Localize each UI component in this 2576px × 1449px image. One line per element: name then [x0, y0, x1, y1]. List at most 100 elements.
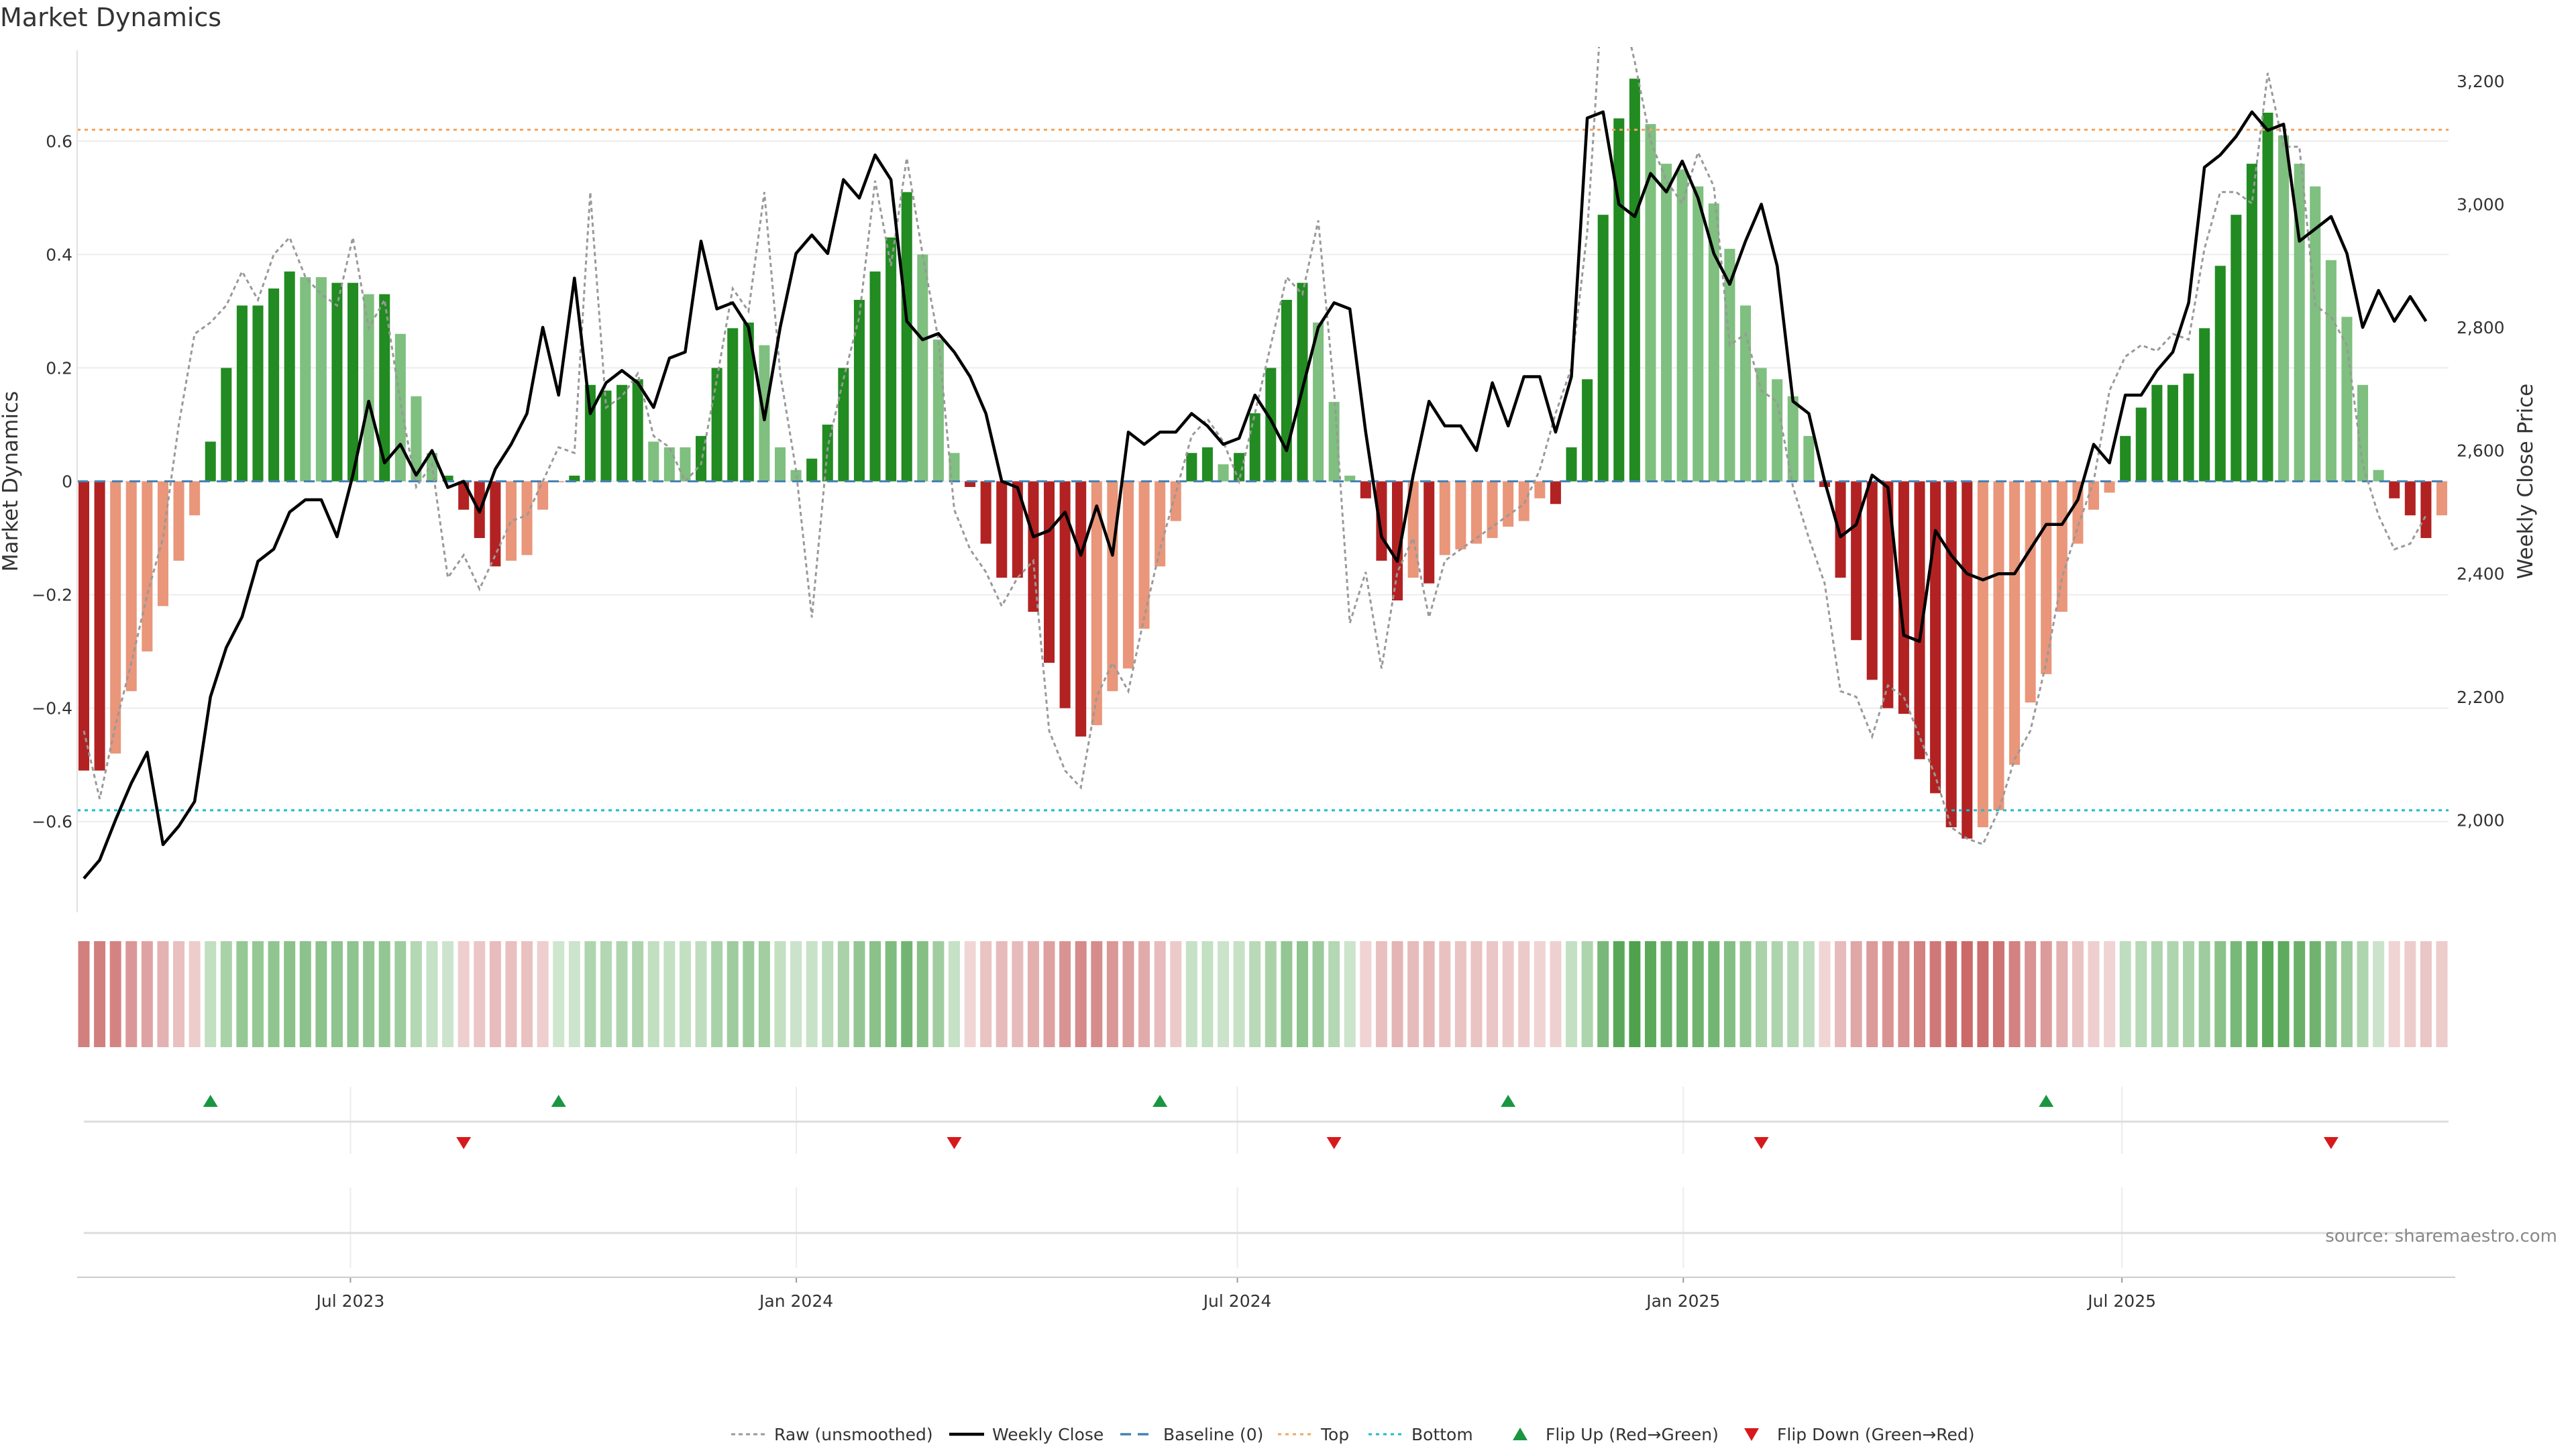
- flip-down-marker: [947, 1137, 962, 1149]
- heat-cell: [1644, 941, 1656, 1047]
- heat-cell: [1866, 941, 1878, 1047]
- heat-cell: [2388, 941, 2400, 1047]
- legend-label: Weekly Close: [992, 1425, 1104, 1444]
- heat-cell: [2040, 941, 2052, 1047]
- dynamics-bar: [110, 481, 121, 754]
- dynamics-bar: [1044, 481, 1055, 663]
- dynamics-bar: [869, 271, 881, 482]
- heat-cell: [1929, 941, 1941, 1047]
- heat-cell: [426, 941, 438, 1047]
- dynamics-bar: [1993, 481, 2004, 810]
- dynamics-bar: [363, 294, 374, 482]
- dynamics-bar: [2420, 481, 2432, 539]
- dynamics-bar: [1028, 481, 1039, 612]
- dynamics-bar: [1914, 481, 1925, 759]
- dynamics-bar: [1059, 481, 1071, 708]
- dynamics-bar: [2294, 164, 2305, 482]
- dynamics-bar: [1249, 413, 1260, 482]
- heat-cell: [1012, 941, 1024, 1047]
- dynamics-bar: [2310, 186, 2321, 482]
- heat-cell: [1233, 941, 1245, 1047]
- heat-cell: [1138, 941, 1150, 1047]
- heat-cell: [378, 941, 390, 1047]
- heat-cell: [1360, 941, 1372, 1047]
- dynamics-bar: [379, 294, 390, 482]
- dynamics-bar: [1676, 169, 1688, 482]
- heat-cell: [537, 941, 549, 1047]
- legend-swatch-flip-up: [1513, 1428, 1527, 1440]
- dynamics-bar: [2404, 481, 2416, 516]
- dynamics-bar: [315, 277, 327, 482]
- heat-cell: [125, 941, 138, 1047]
- dynamics-bar: [2262, 112, 2273, 482]
- heat-cell: [568, 941, 580, 1047]
- heat-cell: [1835, 941, 1847, 1047]
- heat-cell: [964, 941, 976, 1047]
- y-right-tick-label: 2,400: [2457, 564, 2505, 584]
- dynamics-bar: [1945, 481, 1957, 828]
- dynamics-bar: [78, 481, 90, 771]
- heat-cell: [474, 941, 486, 1047]
- dynamics-bar: [1566, 447, 1577, 482]
- flip-down-marker: [2323, 1137, 2339, 1149]
- heat-cell: [2056, 941, 2068, 1047]
- dynamics-bar: [2072, 481, 2084, 544]
- x-tick-label: Jan 2025: [1645, 1291, 1720, 1311]
- heat-cell: [78, 941, 90, 1047]
- y-tick-label: −0.6: [32, 812, 72, 832]
- dynamics-bar: [853, 299, 865, 482]
- dynamics-bar: [442, 476, 453, 482]
- dynamics-bar: [2436, 481, 2448, 516]
- y-tick-label: 0.2: [46, 358, 72, 378]
- flip-down-marker: [1326, 1137, 1342, 1149]
- heat-cell: [1154, 941, 1166, 1047]
- heat-cell: [632, 941, 644, 1047]
- heat-cell: [1407, 941, 1419, 1047]
- dynamics-bar: [521, 481, 533, 555]
- dynamics-bar: [1281, 299, 1292, 482]
- dynamics-bar: [1503, 481, 1514, 527]
- y-axis-title: Market Dynamics: [0, 391, 23, 572]
- heat-cell: [1676, 941, 1688, 1047]
- heat-cell: [948, 941, 960, 1047]
- heat-cell: [347, 941, 359, 1047]
- heat-cell: [1756, 941, 1768, 1047]
- y-tick-label: −0.2: [32, 586, 72, 605]
- heat-cell: [1043, 941, 1055, 1047]
- heat-cell: [1027, 941, 1039, 1047]
- dynamics-bar: [663, 447, 675, 482]
- heat-cell: [600, 941, 612, 1047]
- heat-cell: [1312, 941, 1324, 1047]
- dynamics-bar: [490, 481, 501, 567]
- dynamics-bar: [2183, 373, 2194, 482]
- dynamics-bar: [2278, 135, 2290, 482]
- heat-cell: [1723, 941, 1735, 1047]
- y-right-tick-label: 2,000: [2457, 810, 2505, 830]
- dynamics-bar: [980, 481, 991, 544]
- heat-cell: [1914, 941, 1926, 1047]
- y-right-tick-label: 2,200: [2457, 688, 2505, 707]
- heat-cell: [1423, 941, 1435, 1047]
- dynamics-bar: [1835, 481, 1846, 578]
- heat-cell: [1945, 941, 1957, 1047]
- dynamics-bar: [1391, 481, 1403, 601]
- state-heatstrip: [78, 941, 2448, 1047]
- y-tick-label: 0.4: [46, 245, 72, 264]
- dynamics-bar: [917, 254, 928, 482]
- heat-cell: [2025, 941, 2037, 1047]
- legend-label: Flip Down (Green→Red): [1777, 1425, 1975, 1444]
- flip-up-marker: [203, 1095, 218, 1107]
- series-lines: [77, 47, 2449, 879]
- dynamics-bar: [1075, 481, 1087, 737]
- dynamics-bar: [584, 384, 596, 482]
- dynamics-bar: [205, 441, 216, 482]
- dynamics-bar: [2104, 481, 2115, 493]
- dynamics-bar: [268, 288, 280, 482]
- heat-cell: [268, 941, 280, 1047]
- dynamics-bar: [1170, 481, 1181, 521]
- heat-cell: [1771, 941, 1783, 1047]
- heat-cell: [1581, 941, 1593, 1047]
- y-tick-label: 0.6: [46, 131, 72, 151]
- y-tick-label: 0: [62, 472, 72, 492]
- heat-cell: [1660, 941, 1672, 1047]
